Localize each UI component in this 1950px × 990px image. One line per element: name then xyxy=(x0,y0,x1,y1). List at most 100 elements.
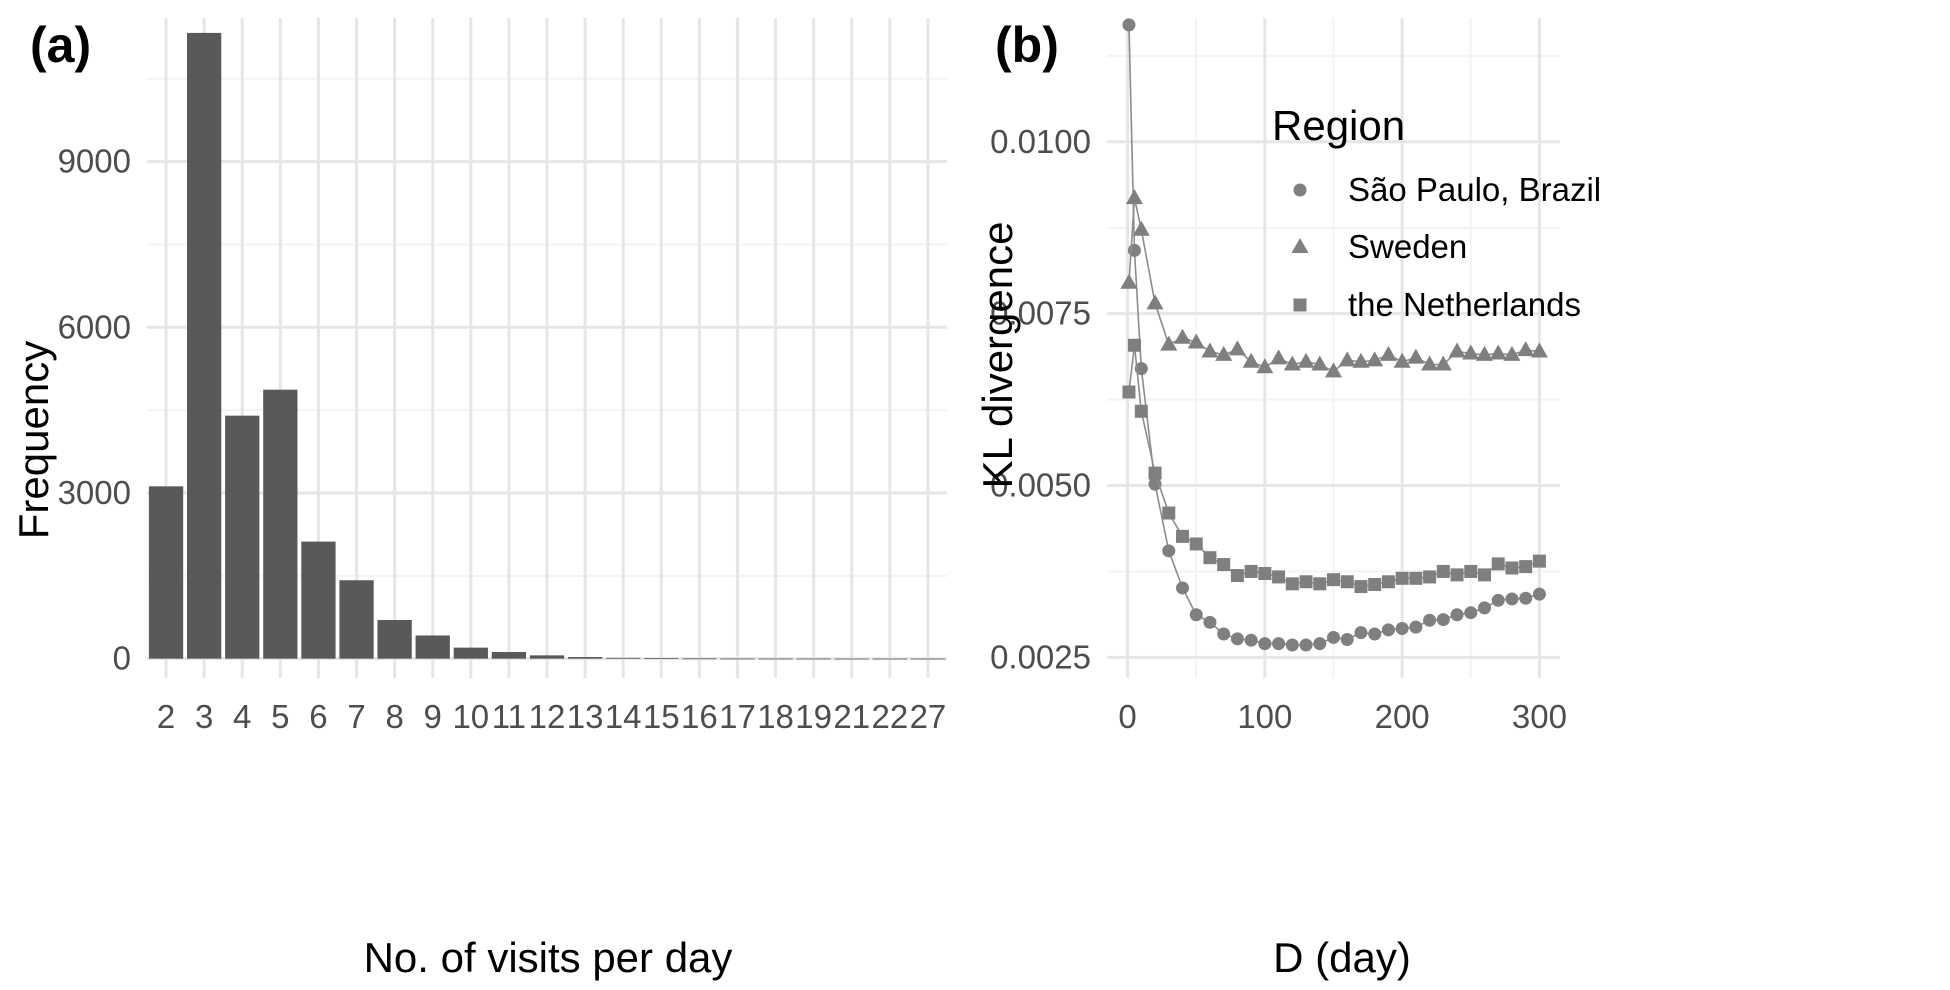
data-point xyxy=(1256,358,1274,374)
data-point xyxy=(1464,606,1478,620)
bar-6 xyxy=(301,541,336,659)
data-point xyxy=(1464,564,1478,578)
data-point xyxy=(1436,564,1450,578)
data-point xyxy=(1272,570,1286,584)
x-tick-label: 4 xyxy=(233,698,251,735)
y-tick-label: 0.0025 xyxy=(990,638,1091,675)
data-point xyxy=(1217,558,1231,572)
panel-a-x-ticks: 2 3 4 5 6 7 8 9 10 11 12 13 14 15 16 17 18 19 21 22 27 xyxy=(157,698,946,735)
data-point xyxy=(1132,220,1150,236)
bar-5 xyxy=(263,389,298,659)
bar-9 xyxy=(415,635,450,659)
data-point xyxy=(1368,627,1382,641)
x-tick-label: 0 xyxy=(1118,698,1136,735)
data-point xyxy=(1127,243,1141,257)
legend-label: the Netherlands xyxy=(1348,286,1581,323)
legend-triangle-icon xyxy=(1291,238,1309,253)
bar-8 xyxy=(377,620,412,659)
legend-key-triangle xyxy=(1291,238,1309,253)
legend-label: São Paulo, Brazil xyxy=(1348,171,1601,208)
x-tick-label: 13 xyxy=(567,698,604,735)
data-point xyxy=(1187,333,1205,349)
panel-a: (a) 0 3000 6000 9000 2 3 4 5 6 7 8 9 10 11 12 13 14 15 16… xyxy=(10,17,947,981)
panel-b-x-axis-title: D (day) xyxy=(1273,934,1411,981)
data-point xyxy=(1532,554,1546,568)
bar-3 xyxy=(187,32,222,659)
panel-b-y-ticks: 0.0025 0.0050 0.0075 0.0100 xyxy=(990,123,1091,676)
data-point xyxy=(1491,593,1505,607)
bar-27 xyxy=(910,658,946,660)
data-point xyxy=(1203,615,1217,629)
data-point xyxy=(1311,355,1329,371)
data-point xyxy=(1519,591,1533,605)
data-point xyxy=(1270,349,1288,365)
data-point xyxy=(1505,592,1519,606)
y-tick-label: 3000 xyxy=(58,474,131,511)
data-point xyxy=(1189,608,1203,622)
panel-a-y-axis-title: Frequency xyxy=(10,341,57,539)
data-point xyxy=(1125,189,1143,205)
data-point xyxy=(1297,352,1315,368)
data-point xyxy=(1228,340,1246,356)
data-point xyxy=(1450,608,1464,622)
x-tick-label: 200 xyxy=(1375,698,1430,735)
x-tick-label: 21 xyxy=(833,698,870,735)
x-tick-label: 18 xyxy=(757,698,794,735)
data-point xyxy=(1120,273,1138,289)
series-circle xyxy=(1122,18,1546,652)
data-point xyxy=(1285,638,1299,652)
data-point xyxy=(1476,345,1493,361)
data-point xyxy=(1244,633,1258,647)
bar-19 xyxy=(796,658,831,660)
x-tick-label: 22 xyxy=(871,698,908,735)
legend-label: Sweden xyxy=(1348,228,1467,265)
data-point xyxy=(1127,338,1141,352)
data-point xyxy=(1395,622,1409,635)
data-point xyxy=(1242,352,1260,368)
panel-b-legend: Region São Paulo, Brazil Sweden the Nether… xyxy=(1272,102,1601,323)
data-point xyxy=(1393,352,1411,368)
bar-17 xyxy=(720,658,755,660)
data-point xyxy=(1407,348,1425,364)
bar-14 xyxy=(606,657,641,659)
data-point xyxy=(1381,575,1395,589)
panel-a-y-ticks: 0 3000 6000 9000 xyxy=(58,143,131,677)
data-point xyxy=(1283,355,1301,371)
data-point xyxy=(1230,632,1244,646)
bar-22 xyxy=(872,658,907,660)
x-tick-label: 2 xyxy=(157,698,175,735)
data-point xyxy=(1354,626,1368,640)
data-point xyxy=(1299,638,1313,652)
data-point xyxy=(1122,18,1136,32)
x-tick-label: 27 xyxy=(910,698,947,735)
x-tick-label: 17 xyxy=(719,698,756,735)
data-point xyxy=(1354,580,1368,594)
x-tick-label: 8 xyxy=(385,698,403,735)
data-point xyxy=(1217,627,1231,641)
data-point xyxy=(1434,355,1452,371)
bar-18 xyxy=(758,658,793,660)
data-point xyxy=(1338,351,1356,367)
x-tick-label: 7 xyxy=(347,698,365,735)
data-point xyxy=(1244,564,1258,578)
bar-12 xyxy=(529,655,565,659)
data-point xyxy=(1162,506,1176,520)
data-point xyxy=(1176,581,1189,595)
data-point xyxy=(1215,345,1233,361)
bar-13 xyxy=(567,657,603,659)
bar-15 xyxy=(644,658,679,660)
data-point xyxy=(1148,466,1162,480)
data-point xyxy=(1450,568,1464,582)
data-point xyxy=(1421,355,1439,371)
data-point xyxy=(1436,613,1450,627)
bar-11 xyxy=(491,652,527,659)
data-point xyxy=(1503,345,1521,361)
data-point xyxy=(1491,557,1505,571)
data-point xyxy=(1340,575,1354,589)
data-point xyxy=(1258,567,1272,580)
data-point xyxy=(1462,344,1480,360)
x-tick-label: 5 xyxy=(271,698,289,735)
x-tick-label: 10 xyxy=(452,698,489,735)
data-point xyxy=(1134,362,1148,376)
